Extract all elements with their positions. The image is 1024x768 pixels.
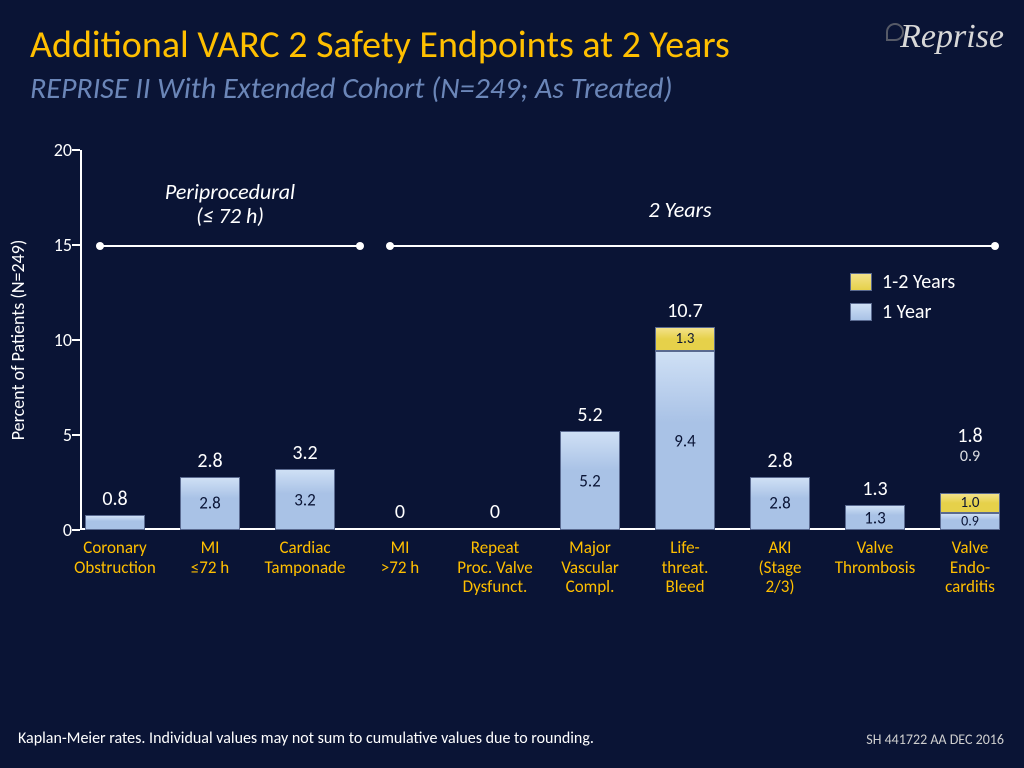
page-subtitle: REPRISE II With Extended Cohort (N=249; …	[30, 70, 673, 107]
x-category-label: MI≤72 h	[165, 538, 255, 577]
bar-seg-2yr-label: 1.0	[961, 494, 980, 512]
bar-total-label: 3.2	[292, 441, 317, 465]
span-label: Periprocedural(≤ 72 h)	[165, 180, 295, 228]
y-tick-label: 10	[36, 329, 72, 351]
legend-label: 1 Year	[882, 300, 931, 324]
bar-total-label: 0	[490, 500, 500, 524]
bar-seg-1yr: 5.2	[560, 431, 620, 530]
bar-aki: 2.82.8AKI(Stage2/3)	[750, 477, 810, 530]
x-category-label: ValveEndo-carditis	[925, 538, 1015, 597]
bar-tamp: 3.23.2CardiacTamponade	[275, 469, 335, 530]
span-endpoint-dot	[96, 242, 104, 250]
bar-seg-1yr-label: 3.2	[294, 489, 316, 510]
bar-seg-1yr-label: 2.8	[769, 493, 791, 514]
y-tick	[72, 244, 80, 246]
bar-total-label: 2.8	[767, 449, 792, 473]
legend: 1-2 Years 1 Year	[850, 270, 955, 330]
y-tick-label: 0	[36, 519, 72, 541]
x-category-label: CoronaryObstruction	[70, 538, 160, 577]
bar-total-label: 1.3	[862, 477, 887, 501]
span-endpoint-dot	[386, 242, 394, 250]
bar-total-label: 0	[395, 500, 405, 524]
bar-total-label: 0.8	[102, 487, 127, 511]
legend-label: 1-2 Years	[882, 270, 955, 294]
bar-seg-1yr: 2.8	[180, 477, 240, 530]
bar-seg-1yr: 3.2	[275, 469, 335, 530]
y-axis	[80, 150, 82, 530]
span-label: 2 Years	[648, 198, 711, 222]
x-category-label: Life-threat.Bleed	[640, 538, 730, 597]
bar-seg-1yr: 1.3	[845, 505, 905, 530]
x-category-label: MI>72 h	[355, 538, 445, 577]
bar-bleed: 9.41.310.7Life-threat.Bleed	[655, 327, 715, 530]
x-category-label: ValveThrombosis	[830, 538, 920, 577]
y-axis-title: Percent of Patients (N=249)	[7, 240, 29, 441]
span-endpoint-dot	[356, 242, 364, 250]
bar-seg-1yr-label: 5.2	[579, 470, 601, 491]
bar-seg-2yr: 1.3	[655, 327, 715, 352]
legend-item-year1: 1 Year	[850, 300, 955, 324]
y-tick	[72, 339, 80, 341]
bar-seg-2yr: 1.0	[940, 493, 1000, 513]
bar-seg-1yr-label: 2.8	[199, 493, 221, 514]
bar-vasc: 5.25.2MajorVascularCompl.	[560, 431, 620, 530]
bar-seg-1yr-label: 9.4	[674, 430, 696, 451]
x-category-label: RepeatProc. ValveDysfunct.	[450, 538, 540, 597]
legend-swatch	[850, 273, 872, 291]
logo-text: Reprise	[886, 18, 1004, 56]
bar-coronary: 0.8CoronaryObstruction	[85, 515, 145, 530]
y-tick-label: 20	[36, 139, 72, 161]
bar-seg-1yr-label: 0.9	[961, 513, 979, 530]
bar-vendo: 0.91.01.80.9ValveEndo-carditis	[940, 493, 1000, 530]
bar-total-label: 1.8	[957, 424, 982, 448]
bar-seg-1yr: 9.4	[655, 351, 715, 530]
bar-total-label: 5.2	[577, 403, 602, 427]
bar-total-label: 10.7	[667, 299, 702, 323]
bar-seg-2yr-label: 1.3	[676, 330, 695, 348]
x-category-label: MajorVascularCompl.	[545, 538, 635, 597]
bar-chart: Percent of Patients (N=249) 051015200.8C…	[80, 150, 1000, 530]
page-title: Additional VARC 2 Safety Endpoints at 2 …	[30, 22, 730, 68]
legend-item-year2: 1-2 Years	[850, 270, 955, 294]
legend-swatch	[850, 303, 872, 321]
x-category-label: CardiacTamponade	[260, 538, 350, 577]
span-line	[100, 245, 360, 247]
y-tick-label: 15	[36, 234, 72, 256]
span-endpoint-dot	[991, 242, 999, 250]
bar-seg-1yr	[85, 515, 145, 530]
y-tick-label: 5	[36, 424, 72, 446]
doc-id: SH 441722 AA DEC 2016	[866, 731, 1004, 748]
x-category-label: AKI(Stage2/3)	[735, 538, 825, 597]
y-tick	[72, 149, 80, 151]
y-tick	[72, 434, 80, 436]
bar-seg-1yr-label: 1.3	[864, 507, 886, 528]
bar-seg-1yr: 2.8	[750, 477, 810, 530]
bar-total-label: 2.8	[197, 449, 222, 473]
bar-seg-1yr: 0.9	[940, 513, 1000, 530]
bar-vthromb: 1.31.3ValveThrombosis	[845, 505, 905, 530]
bar-subtotal-label: 0.9	[960, 447, 980, 466]
y-tick	[72, 529, 80, 531]
bar-mi72: 2.82.8MI≤72 h	[180, 477, 240, 530]
footnote: Kaplan-Meier rates. Individual values ma…	[18, 729, 594, 748]
span-line	[390, 245, 995, 247]
